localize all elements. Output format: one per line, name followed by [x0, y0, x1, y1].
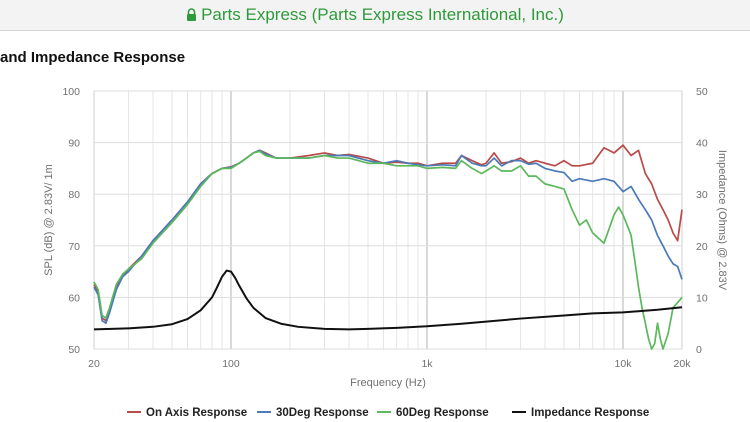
plot-series: [93, 144, 683, 350]
x-tick-label: 1k: [421, 358, 433, 370]
legend-label: Impedance Response: [531, 407, 649, 419]
y-tick-label: 90: [68, 138, 80, 150]
y2-tick-label: 0: [696, 344, 702, 356]
series-line-4: [93, 269, 683, 331]
y2-axis-title: Impedance (Ohms) @ 2.83V: [716, 150, 728, 291]
y2-tick-label: 50: [696, 86, 708, 98]
x-axis-title: Frequency (Hz): [350, 377, 426, 389]
browser-url-bar[interactable]: Parts Express (Parts Express Internation…: [0, 0, 750, 31]
legend-label: 60Deg Response: [396, 407, 489, 419]
url-display[interactable]: Parts Express (Parts Express Internation…: [0, 5, 750, 25]
y-tick-label: 60: [68, 292, 80, 304]
y-tick-label: 70: [68, 241, 80, 253]
plot-grid: [93, 90, 683, 350]
y2-tick-label: 10: [696, 292, 708, 304]
y-axis-title: SPL (dB) @ 2.83V/ 1m: [43, 164, 55, 276]
x-tick-label: 100: [222, 358, 240, 370]
y2-tick-label: 30: [696, 189, 708, 201]
y-tick-label: 100: [62, 86, 80, 98]
legend-label: 30Deg Response: [276, 407, 369, 419]
chart-legend: On Axis Response 30Deg Response 60Deg Resp…: [127, 407, 649, 419]
site-label: Parts Express (Parts Express Internation…: [201, 5, 564, 24]
x-tick-label: 20k: [674, 358, 692, 370]
plot-frame: [93, 90, 683, 350]
page-title: and Impedance Response: [0, 49, 186, 66]
plot-axes: 20 100 1k 10k 20k 50 60 70 80 90 100 0 10 20 30 40 50: [62, 86, 707, 370]
y-tick-label: 80: [68, 189, 80, 201]
y2-tick-label: 20: [696, 241, 708, 253]
lock-icon: [187, 8, 197, 21]
y2-tick-label: 40: [696, 138, 708, 150]
series-line-3: [93, 150, 683, 350]
series-line-2: [93, 149, 683, 325]
legend-label: On Axis Response: [146, 407, 247, 419]
x-tick-label: 10k: [615, 358, 633, 370]
y-tick-label: 50: [68, 344, 80, 356]
x-tick-label: 20: [88, 358, 100, 370]
